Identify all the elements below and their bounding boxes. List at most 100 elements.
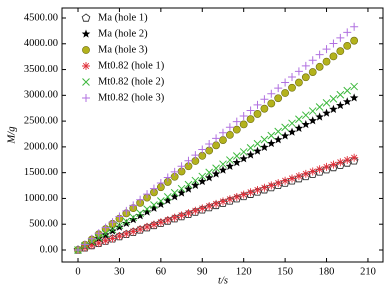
marker <box>184 180 193 189</box>
legend-label: Ma (hole 1) <box>98 12 148 23</box>
x-tick-label: 120 <box>236 266 252 277</box>
marker <box>343 41 352 50</box>
marker <box>267 139 276 148</box>
marker <box>266 183 276 192</box>
y-tick-label: 500.00 <box>29 219 58 230</box>
marker <box>260 183 269 192</box>
marker <box>274 127 283 136</box>
marker <box>260 135 269 144</box>
marker <box>177 184 186 193</box>
marker <box>149 220 158 229</box>
marker <box>143 190 152 199</box>
y-tick-label: 3000.00 <box>24 90 58 101</box>
marker <box>273 135 283 144</box>
marker <box>288 72 297 81</box>
marker <box>136 225 145 234</box>
marker <box>205 139 214 148</box>
marker <box>129 201 138 210</box>
marker <box>101 223 110 232</box>
marker <box>329 52 338 61</box>
marker <box>177 211 186 220</box>
x-tick-label: 150 <box>277 266 293 277</box>
marker <box>108 225 117 234</box>
marker <box>329 162 338 172</box>
marker <box>322 165 331 174</box>
marker <box>239 154 248 163</box>
marker <box>128 215 138 224</box>
marker <box>239 190 248 199</box>
marker <box>212 199 221 208</box>
marker <box>122 218 131 228</box>
marker <box>115 221 124 230</box>
marker <box>329 94 338 103</box>
marker <box>219 160 227 169</box>
marker <box>349 93 359 102</box>
marker <box>115 232 124 241</box>
marker <box>253 139 262 148</box>
y-tick-label: 0.00 <box>40 244 58 255</box>
marker <box>232 158 242 167</box>
marker <box>260 104 269 113</box>
marker <box>156 199 166 208</box>
marker <box>108 226 117 235</box>
marker <box>329 160 338 169</box>
legend-label: Mt0.82 (hole 2) <box>98 76 165 87</box>
marker <box>301 169 310 178</box>
marker <box>108 234 117 243</box>
marker <box>115 222 124 231</box>
marker <box>246 150 255 159</box>
marker <box>322 162 331 171</box>
marker <box>87 234 96 243</box>
marker <box>336 158 345 167</box>
marker <box>157 197 165 205</box>
marker <box>308 107 317 115</box>
marker <box>232 152 241 160</box>
marker <box>225 130 234 139</box>
marker <box>315 62 324 71</box>
marker <box>149 203 159 212</box>
marker <box>184 209 193 218</box>
marker <box>191 206 200 215</box>
marker <box>315 103 324 111</box>
marker <box>129 213 138 222</box>
marker <box>143 205 151 213</box>
x-axis-label: t/s <box>218 275 228 286</box>
marker <box>281 123 289 132</box>
marker <box>308 68 317 76</box>
marker <box>322 108 331 117</box>
marker <box>87 241 96 250</box>
marker <box>218 165 228 174</box>
marker <box>281 89 290 97</box>
marker <box>211 169 221 178</box>
marker <box>281 78 290 87</box>
marker <box>253 146 262 155</box>
marker <box>115 212 124 221</box>
marker <box>343 86 352 95</box>
marker <box>329 104 338 113</box>
marker <box>301 171 311 181</box>
y-tick-label: 4000.00 <box>24 38 58 49</box>
marker <box>232 125 241 134</box>
marker <box>329 39 338 48</box>
marker <box>94 233 103 242</box>
marker <box>212 141 220 150</box>
marker <box>135 211 145 220</box>
marker <box>163 215 172 224</box>
marker <box>267 131 276 140</box>
marker <box>219 136 227 144</box>
marker <box>342 158 352 167</box>
marker <box>212 164 220 173</box>
marker <box>170 214 179 223</box>
legend-label: Mt0.82 (hole 3) <box>98 92 165 103</box>
marker <box>122 217 131 226</box>
marker <box>336 160 345 169</box>
marker <box>198 172 207 181</box>
marker <box>142 223 152 232</box>
marker <box>253 110 262 118</box>
marker <box>287 176 297 185</box>
x-tick-label: 60 <box>156 266 167 277</box>
marker <box>301 61 310 70</box>
marker <box>308 167 317 176</box>
marker <box>74 245 83 254</box>
marker <box>315 167 324 176</box>
